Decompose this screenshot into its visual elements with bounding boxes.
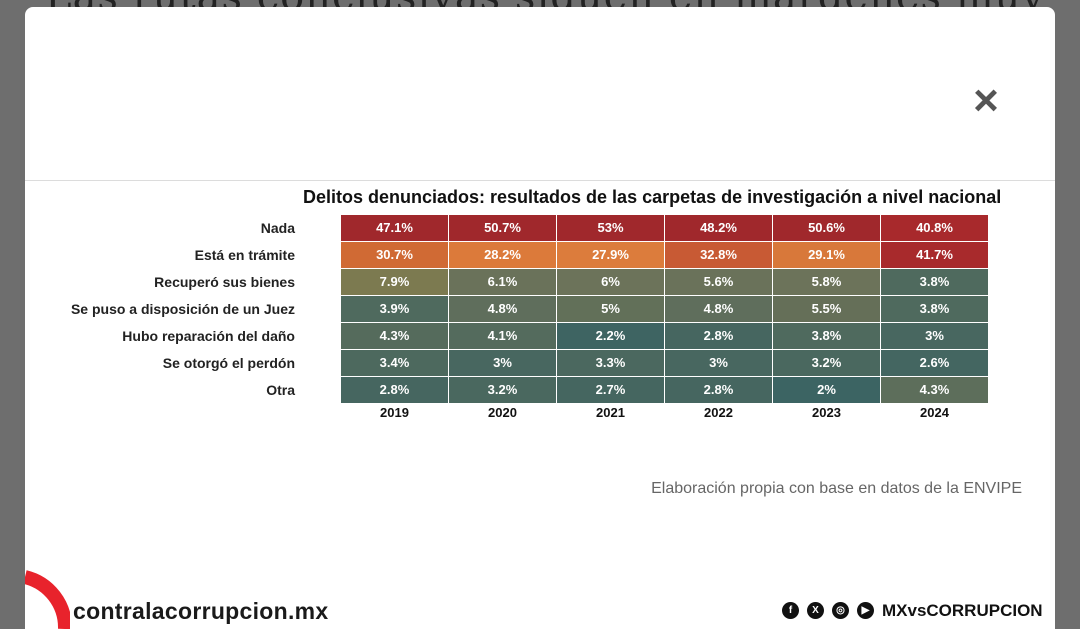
year-label: 2021	[596, 405, 625, 420]
social-icons: f X ◎ ▶	[782, 602, 874, 619]
heatmap-cell: 3.2%	[449, 377, 556, 403]
heatmap-cell: 2.2%	[557, 323, 664, 349]
chart-title: Delitos denunciados: resultados de las c…	[303, 187, 1002, 207]
heatmap-cell: 3.8%	[881, 296, 988, 322]
heatmap-cell: 3.9%	[341, 296, 448, 322]
facebook-icon[interactable]: f	[782, 602, 799, 619]
heatmap-cell: 2%	[773, 377, 880, 403]
heatmap-cell: 5.6%	[665, 269, 772, 295]
heatmap-cell: 41.7%	[881, 242, 988, 268]
heatmap-cell: 7.9%	[341, 269, 448, 295]
heatmap-cell: 2.7%	[557, 377, 664, 403]
row-label: Hubo reparación del daño	[122, 328, 295, 344]
year-label: 2022	[704, 405, 733, 420]
heatmap-cell: 28.2%	[449, 242, 556, 268]
divider	[25, 180, 1055, 181]
heatmap-cell: 3.8%	[881, 269, 988, 295]
heatmap-cell: 4.3%	[881, 377, 988, 403]
heatmap-cell: 3%	[665, 350, 772, 376]
heatmap-cell: 47.1%	[341, 215, 448, 241]
image-modal: × Delitos denunciados: resultados de las…	[25, 7, 1055, 629]
heatmap-cell: 4.8%	[449, 296, 556, 322]
heatmap-cell: 3%	[449, 350, 556, 376]
heatmap-cell: 48.2%	[665, 215, 772, 241]
row-label: Otra	[266, 382, 295, 398]
heatmap-cell: 27.9%	[557, 242, 664, 268]
logo-arc	[25, 570, 70, 629]
heatmap-cell: 30.7%	[341, 242, 448, 268]
heatmap-cell: 2.6%	[881, 350, 988, 376]
heatmap-cell: 3.2%	[773, 350, 880, 376]
close-icon[interactable]: ×	[973, 76, 999, 125]
heatmap-cell: 5%	[557, 296, 664, 322]
instagram-icon[interactable]: ◎	[832, 602, 849, 619]
year-label: 2024	[920, 405, 949, 420]
heatmap-cell: 2.8%	[341, 377, 448, 403]
heatmap-cell: 3%	[881, 323, 988, 349]
year-label: 2019	[380, 405, 409, 420]
heatmap-cell: 6.1%	[449, 269, 556, 295]
heatmap-cell: 4.1%	[449, 323, 556, 349]
heatmap-cell: 53%	[557, 215, 664, 241]
year-label: 2020	[488, 405, 517, 420]
row-label: Se puso a disposición de un Juez	[70, 301, 295, 317]
row-label: Recuperó sus bienes	[154, 274, 295, 290]
heatmap-cell: 4.8%	[665, 296, 772, 322]
source-note: Elaboración propia con base en datos de …	[651, 480, 1022, 497]
heatmap-cell: 5.8%	[773, 269, 880, 295]
x-icon[interactable]: X	[807, 602, 824, 619]
youtube-icon[interactable]: ▶	[857, 602, 874, 619]
heatmap-cell: 3.3%	[557, 350, 664, 376]
row-label: Está en trámite	[194, 247, 295, 263]
row-label: Nada	[260, 220, 295, 236]
site-logo: contralacorrupcion.mx	[73, 598, 329, 624]
social-handle: MXvsCORRUPCION	[882, 601, 1043, 620]
row-label: Se otorgó el perdón	[162, 355, 295, 371]
heatmap-cell: 4.3%	[341, 323, 448, 349]
heatmap-cell: 6%	[557, 269, 664, 295]
heatmap-cell: 40.8%	[881, 215, 988, 241]
heatmap-cell: 2.8%	[665, 323, 772, 349]
heatmap-cell: 29.1%	[773, 242, 880, 268]
heatmap-cell: 3.4%	[341, 350, 448, 376]
year-label: 2023	[812, 405, 841, 420]
heatmap-cell: 32.8%	[665, 242, 772, 268]
heatmap-cell: 5.5%	[773, 296, 880, 322]
heatmap-cell: 3.8%	[773, 323, 880, 349]
heatmap-cell: 50.6%	[773, 215, 880, 241]
heatmap-cell: 50.7%	[449, 215, 556, 241]
heatmap-cell: 2.8%	[665, 377, 772, 403]
